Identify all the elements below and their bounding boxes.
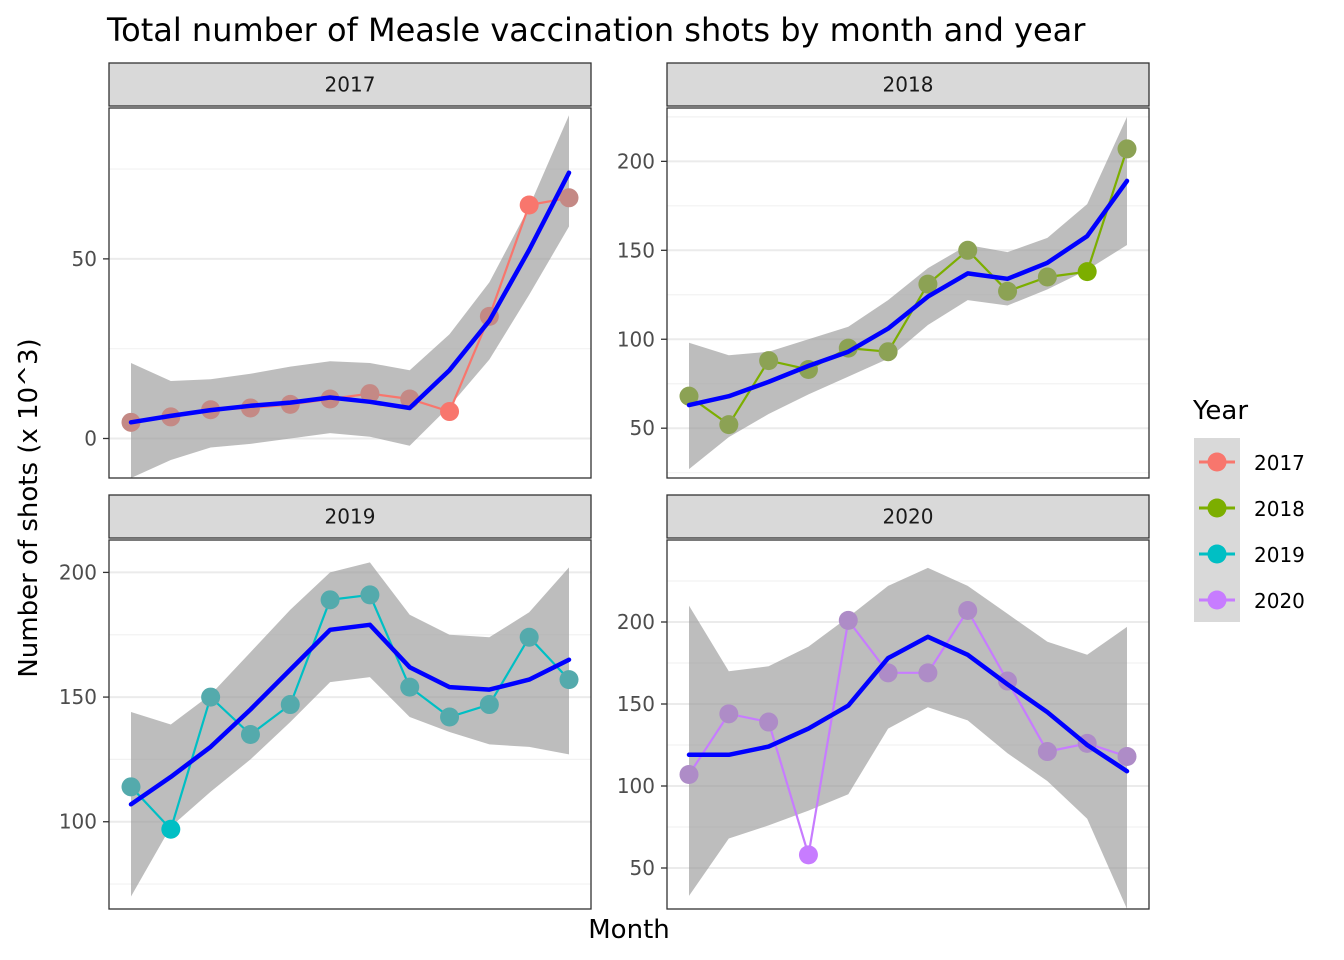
data-point bbox=[320, 590, 340, 610]
y-tick-label: 50 bbox=[630, 856, 655, 880]
data-point bbox=[1077, 262, 1097, 282]
data-point bbox=[759, 712, 779, 732]
data-point bbox=[559, 670, 579, 690]
data-point bbox=[679, 386, 699, 406]
legend-label: 2019 bbox=[1254, 543, 1305, 567]
y-tick-label: 200 bbox=[617, 610, 655, 634]
data-point bbox=[878, 342, 898, 362]
legend-key-point bbox=[1207, 544, 1227, 564]
y-tick-label: 200 bbox=[59, 560, 97, 584]
series-line-2019 bbox=[130, 593, 570, 832]
panel-border bbox=[108, 107, 592, 479]
legend-key-point bbox=[1207, 498, 1227, 518]
facet-strip bbox=[108, 494, 592, 539]
facet-strip bbox=[108, 62, 592, 107]
facet-strip bbox=[666, 494, 1150, 539]
y-tick-label: 150 bbox=[617, 238, 655, 262]
legend-item-2019: 2019 bbox=[1199, 543, 1305, 567]
data-point bbox=[838, 610, 858, 630]
facet-panel-2017: 2017 0 50 bbox=[72, 62, 592, 479]
data-point bbox=[719, 704, 739, 724]
data-point bbox=[440, 707, 460, 727]
data-point bbox=[360, 384, 380, 404]
legend-item-2017: 2017 bbox=[1199, 451, 1305, 475]
data-point bbox=[161, 819, 181, 839]
facet-strip-label: 2018 bbox=[883, 73, 934, 97]
facet-panel-2020: 2020 50 100 150 200 bbox=[617, 494, 1150, 910]
data-point bbox=[958, 601, 978, 621]
data-point bbox=[958, 240, 978, 260]
data-point bbox=[998, 281, 1018, 301]
y-tick-label: 100 bbox=[617, 327, 655, 351]
facet-panel-2018: 2018 50 100 150 200 bbox=[617, 62, 1150, 479]
facet-strip-label: 2017 bbox=[325, 73, 376, 97]
data-point bbox=[918, 274, 938, 294]
smooth-line bbox=[686, 634, 1130, 774]
legend-key-point bbox=[1207, 590, 1227, 610]
data-point bbox=[559, 188, 579, 208]
data-point bbox=[121, 777, 141, 797]
confidence-band bbox=[131, 562, 569, 897]
legend-item-2020: 2020 bbox=[1199, 589, 1305, 613]
data-point bbox=[201, 687, 221, 707]
legend-title: Year bbox=[1192, 396, 1248, 426]
legend-label: 2018 bbox=[1254, 497, 1305, 521]
data-point bbox=[440, 402, 460, 422]
y-axis-title: Number of shots (x 10^3) bbox=[14, 338, 44, 677]
data-point bbox=[1117, 746, 1137, 766]
legend-label: 2020 bbox=[1254, 589, 1305, 613]
y-tick-label: 200 bbox=[617, 149, 655, 173]
smooth-line bbox=[128, 170, 572, 425]
facet-strip-label: 2019 bbox=[325, 505, 376, 529]
y-tick-label: 0 bbox=[84, 426, 97, 450]
confidence-band bbox=[689, 116, 1127, 470]
legend-label: 2017 bbox=[1254, 451, 1305, 475]
smooth-line bbox=[686, 178, 1130, 408]
gridlines bbox=[667, 116, 1149, 474]
panel-border bbox=[108, 539, 592, 910]
data-point bbox=[400, 677, 420, 697]
data-point bbox=[1037, 267, 1057, 287]
data-point bbox=[1037, 742, 1057, 762]
legend: Year 2017 2018 2019 2020 bbox=[1192, 396, 1305, 622]
data-point bbox=[719, 415, 739, 435]
x-axis-title: Month bbox=[588, 915, 670, 945]
smooth-line bbox=[128, 622, 572, 807]
facet-panel-2019: 2019 100 150 200 bbox=[59, 494, 592, 910]
data-point bbox=[679, 765, 699, 785]
data-point bbox=[519, 195, 539, 215]
data-point bbox=[360, 585, 380, 605]
data-point bbox=[479, 695, 499, 715]
y-tick-label: 150 bbox=[617, 692, 655, 716]
data-point bbox=[878, 663, 898, 683]
facet-panels: 2017 0 50 2018 50 100 150 200 2019 100 150 200 2020 5… bbox=[59, 62, 1150, 910]
data-point bbox=[1117, 139, 1137, 159]
facet-strip bbox=[666, 62, 1150, 107]
data-point bbox=[798, 845, 818, 865]
data-point bbox=[918, 663, 938, 683]
panel-border bbox=[666, 539, 1150, 910]
y-tick-label: 100 bbox=[617, 774, 655, 798]
facet-strip-label: 2020 bbox=[883, 505, 934, 529]
data-point bbox=[519, 627, 539, 647]
data-point bbox=[240, 724, 260, 744]
panel-border bbox=[666, 107, 1150, 479]
y-tick-label: 100 bbox=[59, 810, 97, 834]
legend-key-point bbox=[1207, 452, 1227, 472]
data-point bbox=[280, 695, 300, 715]
y-tick-label: 50 bbox=[630, 416, 655, 440]
legend-item-2018: 2018 bbox=[1199, 497, 1305, 521]
chart-title: Total number of Measle vaccination shots… bbox=[106, 11, 1086, 49]
confidence-band bbox=[689, 567, 1127, 909]
y-tick-label: 50 bbox=[72, 247, 97, 271]
y-tick-label: 150 bbox=[59, 685, 97, 709]
data-point bbox=[759, 351, 779, 371]
